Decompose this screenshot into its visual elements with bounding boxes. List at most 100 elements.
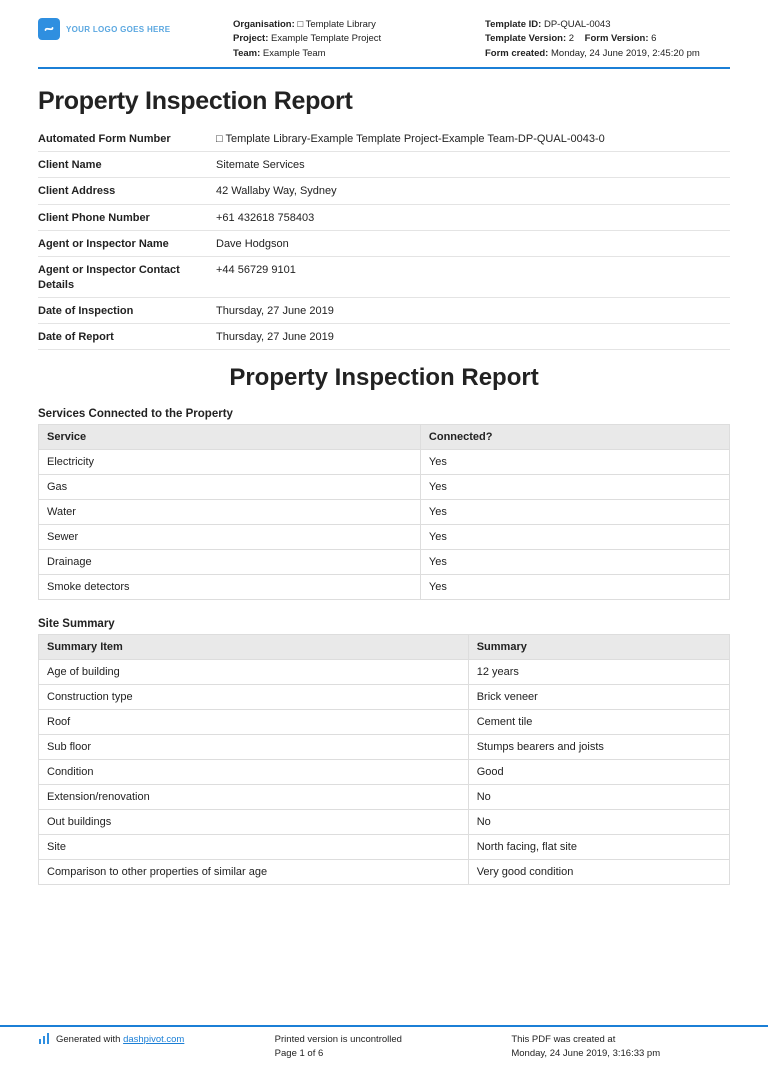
table-cell: 12 years xyxy=(468,660,729,685)
info-value: +44 56729 9101 xyxy=(216,263,730,292)
info-label: Agent or Inspector Name xyxy=(38,237,216,251)
table-cell: Yes xyxy=(420,500,729,525)
center-title: Property Inspection Report xyxy=(38,364,730,392)
dashpivot-link[interactable]: dashpivot.com xyxy=(123,1034,184,1045)
table-cell: Site xyxy=(39,835,469,860)
info-row: Agent or Inspector NameDave Hodgson xyxy=(38,231,730,257)
table-cell: Comparison to other properties of simila… xyxy=(39,860,469,885)
info-label: Client Name xyxy=(38,158,216,172)
table-header-cell: Connected? xyxy=(420,425,729,450)
header-meta-left: Organisation: □ Template Library Project… xyxy=(233,18,475,61)
table-cell: Out buildings xyxy=(39,810,469,835)
table-cell: Yes xyxy=(420,550,729,575)
info-label: Client Phone Number xyxy=(38,211,216,225)
table-cell: Brick veneer xyxy=(468,685,729,710)
page-title: Property Inspection Report xyxy=(38,87,730,116)
table-row: DrainageYes xyxy=(39,550,730,575)
table-cell: North facing, flat site xyxy=(468,835,729,860)
table-row: GasYes xyxy=(39,475,730,500)
uncontrolled-text: Printed version is uncontrolled xyxy=(275,1033,494,1046)
header-meta-right: Template ID: DP-QUAL-0043 Template Versi… xyxy=(485,18,730,61)
table-cell: Stumps bearers and joists xyxy=(468,735,729,760)
table-cell: Yes xyxy=(420,525,729,550)
template-version-value: 2 xyxy=(569,33,574,44)
table-cell: Condition xyxy=(39,760,469,785)
table-row: Extension/renovationNo xyxy=(39,785,730,810)
table-row: SewerYes xyxy=(39,525,730,550)
info-value: □ Template Library-Example Template Proj… xyxy=(216,132,730,146)
info-value: 42 Wallaby Way, Sydney xyxy=(216,184,730,198)
info-label: Client Address xyxy=(38,184,216,198)
table-cell: Yes xyxy=(420,450,729,475)
generated-text: Generated with dashpivot.com xyxy=(56,1033,184,1046)
template-version-label: Template Version: xyxy=(485,33,566,44)
created-at-value: Monday, 24 June 2019, 3:16:33 pm xyxy=(511,1047,730,1060)
table-row: SiteNorth facing, flat site xyxy=(39,835,730,860)
summary-table: Summary ItemSummaryAge of building12 yea… xyxy=(38,634,730,885)
info-label: Agent or Inspector Contact Details xyxy=(38,263,216,292)
logo-block: YOUR LOGO GOES HERE xyxy=(38,18,223,40)
table-cell: Construction type xyxy=(39,685,469,710)
generated-prefix: Generated with xyxy=(56,1034,123,1045)
table-row: Age of building12 years xyxy=(39,660,730,685)
info-value: Thursday, 27 June 2019 xyxy=(216,304,730,318)
info-row: Date of ReportThursday, 27 June 2019 xyxy=(38,324,730,350)
project-label: Project: xyxy=(233,33,268,44)
page-footer: Generated with dashpivot.com Printed ver… xyxy=(0,1025,768,1074)
info-value: Sitemate Services xyxy=(216,158,730,172)
table-row: Comparison to other properties of simila… xyxy=(39,860,730,885)
table-row: RoofCement tile xyxy=(39,710,730,735)
team-value: Example Team xyxy=(263,48,326,59)
table-cell: Good xyxy=(468,760,729,785)
table-header-cell: Summary Item xyxy=(39,635,469,660)
table-cell: Sewer xyxy=(39,525,421,550)
table-row: ElectricityYes xyxy=(39,450,730,475)
table-cell: Sub floor xyxy=(39,735,469,760)
info-row: Date of InspectionThursday, 27 June 2019 xyxy=(38,298,730,324)
organisation-value: □ Template Library xyxy=(297,19,375,30)
table-cell: No xyxy=(468,810,729,835)
info-value: Dave Hodgson xyxy=(216,237,730,251)
table-cell: Very good condition xyxy=(468,860,729,885)
footer-center: Printed version is uncontrolled Page 1 o… xyxy=(275,1033,494,1060)
table-row: WaterYes xyxy=(39,500,730,525)
organisation-label: Organisation: xyxy=(233,19,295,30)
table-header-cell: Summary xyxy=(468,635,729,660)
summary-heading: Site Summary xyxy=(38,618,730,630)
project-value: Example Template Project xyxy=(271,33,381,44)
table-cell: Electricity xyxy=(39,450,421,475)
template-id-value: DP-QUAL-0043 xyxy=(544,19,611,30)
table-cell: Yes xyxy=(420,575,729,600)
table-cell: Extension/renovation xyxy=(39,785,469,810)
table-row: Sub floorStumps bearers and joists xyxy=(39,735,730,760)
form-version-value: 6 xyxy=(651,33,656,44)
info-label: Automated Form Number xyxy=(38,132,216,146)
logo-icon xyxy=(38,18,60,40)
info-value: Thursday, 27 June 2019 xyxy=(216,330,730,344)
table-row: Out buildingsNo xyxy=(39,810,730,835)
table-row: Smoke detectorsYes xyxy=(39,575,730,600)
info-row: Client Address42 Wallaby Way, Sydney xyxy=(38,178,730,204)
services-table: ServiceConnected?ElectricityYesGasYesWat… xyxy=(38,424,730,600)
table-cell: Age of building xyxy=(39,660,469,685)
services-heading: Services Connected to the Property xyxy=(38,408,730,420)
team-label: Team: xyxy=(233,48,260,59)
info-label: Date of Inspection xyxy=(38,304,216,318)
table-cell: No xyxy=(468,785,729,810)
info-rows: Automated Form Number□ Template Library-… xyxy=(38,126,730,351)
table-cell: Roof xyxy=(39,710,469,735)
form-created-value: Monday, 24 June 2019, 2:45:20 pm xyxy=(551,48,700,59)
created-at-label: This PDF was created at xyxy=(511,1033,730,1046)
info-row: Automated Form Number□ Template Library-… xyxy=(38,126,730,152)
page-header: YOUR LOGO GOES HERE Organisation: □ Temp… xyxy=(38,18,730,69)
footer-right: This PDF was created at Monday, 24 June … xyxy=(511,1033,730,1060)
table-cell: Water xyxy=(39,500,421,525)
table-cell: Smoke detectors xyxy=(39,575,421,600)
form-created-label: Form created: xyxy=(485,48,548,59)
page-number: Page 1 of 6 xyxy=(275,1047,494,1060)
form-version-label: Form Version: xyxy=(585,33,649,44)
table-cell: Gas xyxy=(39,475,421,500)
info-value: +61 432618 758403 xyxy=(216,211,730,225)
table-cell: Yes xyxy=(420,475,729,500)
info-row: Agent or Inspector Contact Details+44 56… xyxy=(38,257,730,298)
